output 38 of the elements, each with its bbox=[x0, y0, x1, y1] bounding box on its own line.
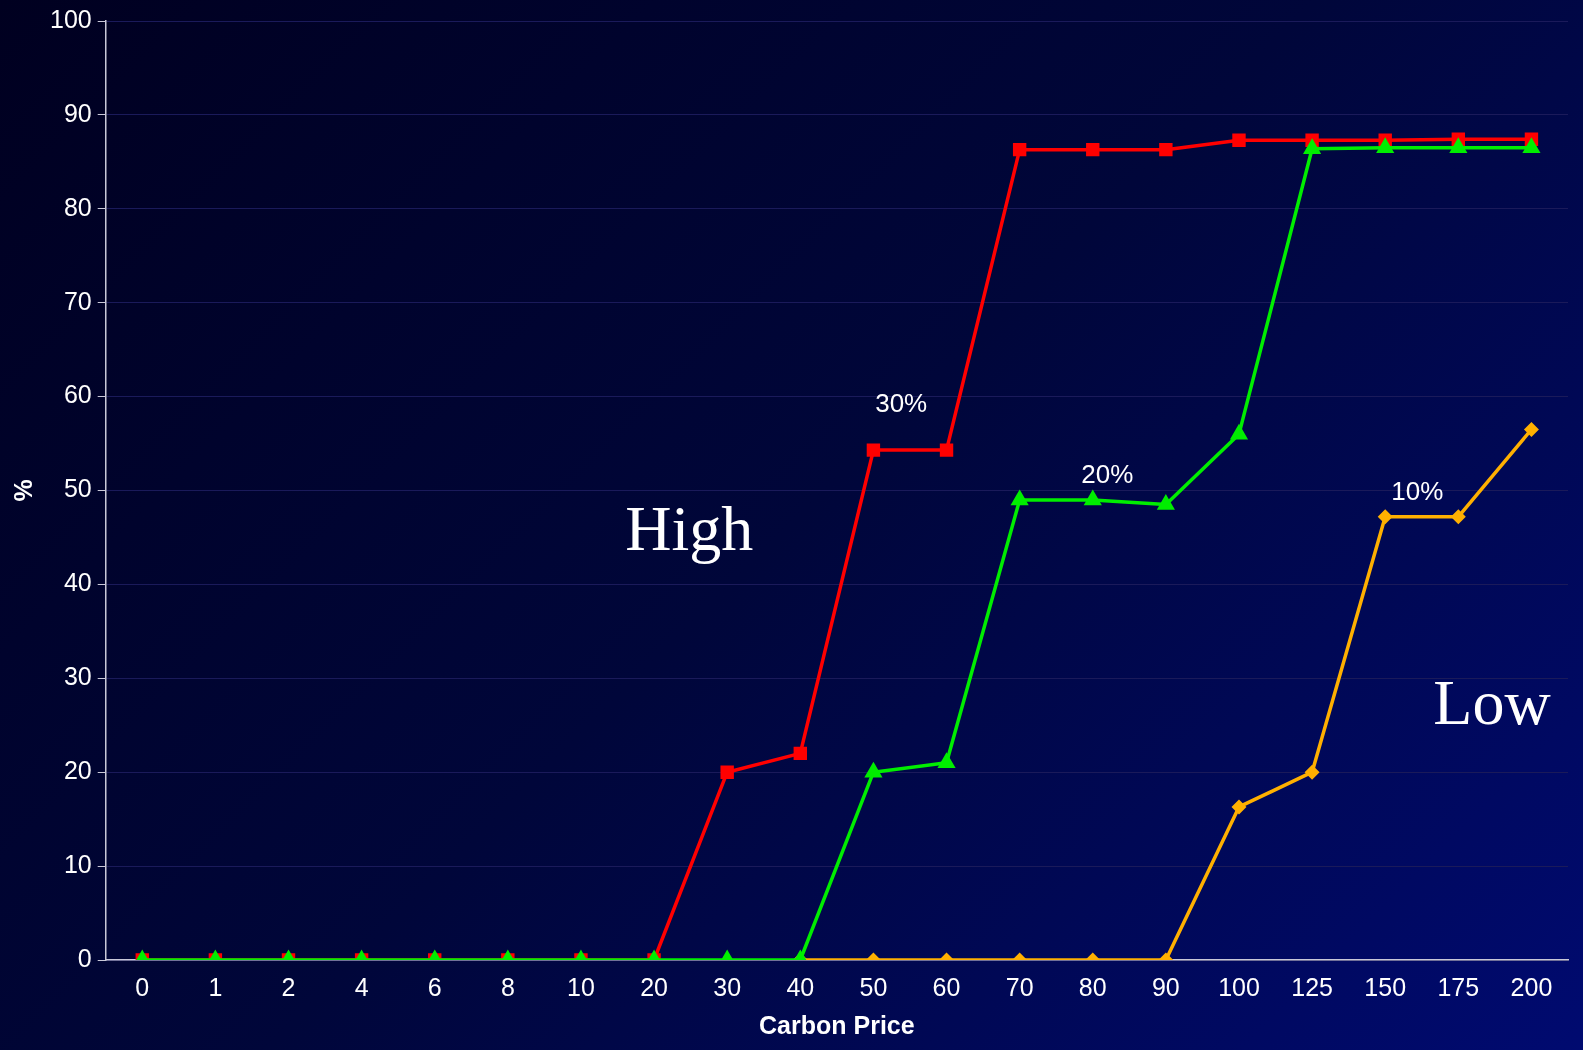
x-tick-label: 1 bbox=[208, 972, 223, 1001]
x-tick-label: 20 bbox=[640, 972, 668, 1001]
x-tick-label: 4 bbox=[354, 972, 369, 1001]
x-tick-label: 60 bbox=[932, 972, 961, 1001]
annotation: 20% bbox=[1081, 458, 1134, 489]
x-tick-label: 150 bbox=[1364, 972, 1407, 1001]
annotation: 30% bbox=[875, 388, 928, 419]
y-tick-label: 40 bbox=[63, 568, 92, 597]
y-tick-label: 0 bbox=[77, 943, 92, 972]
annotation: Low bbox=[1433, 667, 1551, 739]
y-axis-title: % bbox=[8, 479, 37, 502]
y-tick-label: 90 bbox=[63, 98, 92, 127]
x-tick-label: 50 bbox=[859, 972, 888, 1001]
x-tick-label: 8 bbox=[500, 972, 515, 1001]
x-tick-label: 40 bbox=[786, 972, 815, 1001]
y-tick-label: 30 bbox=[63, 662, 92, 691]
x-tick-label: 200 bbox=[1510, 972, 1553, 1001]
x-tick-label: 30 bbox=[713, 972, 742, 1001]
y-tick-label: 80 bbox=[63, 192, 92, 221]
y-tick-label: 50 bbox=[63, 474, 92, 503]
x-tick-label: 175 bbox=[1437, 972, 1480, 1001]
x-tick-label: 2 bbox=[281, 972, 296, 1001]
y-tick-label: 100 bbox=[49, 4, 92, 33]
annotation: High bbox=[625, 492, 754, 564]
y-tick-label: 10 bbox=[63, 849, 92, 878]
x-tick-label: 0 bbox=[135, 972, 150, 1001]
x-tick-label: 80 bbox=[1078, 972, 1107, 1001]
x-tick-label: 10 bbox=[567, 972, 595, 1001]
annotation: 10% bbox=[1391, 475, 1444, 506]
y-tick-label: 60 bbox=[63, 380, 92, 409]
x-tick-label: 100 bbox=[1218, 972, 1260, 1001]
x-tick-label: 6 bbox=[427, 972, 442, 1001]
x-tick-label: 125 bbox=[1291, 972, 1333, 1001]
x-tick-label: 70 bbox=[1005, 972, 1034, 1001]
x-tick-label: 90 bbox=[1151, 972, 1180, 1001]
y-tick-label: 70 bbox=[63, 286, 92, 315]
x-axis-title: Carbon Price bbox=[759, 1010, 915, 1039]
y-tick-label: 20 bbox=[63, 756, 92, 785]
